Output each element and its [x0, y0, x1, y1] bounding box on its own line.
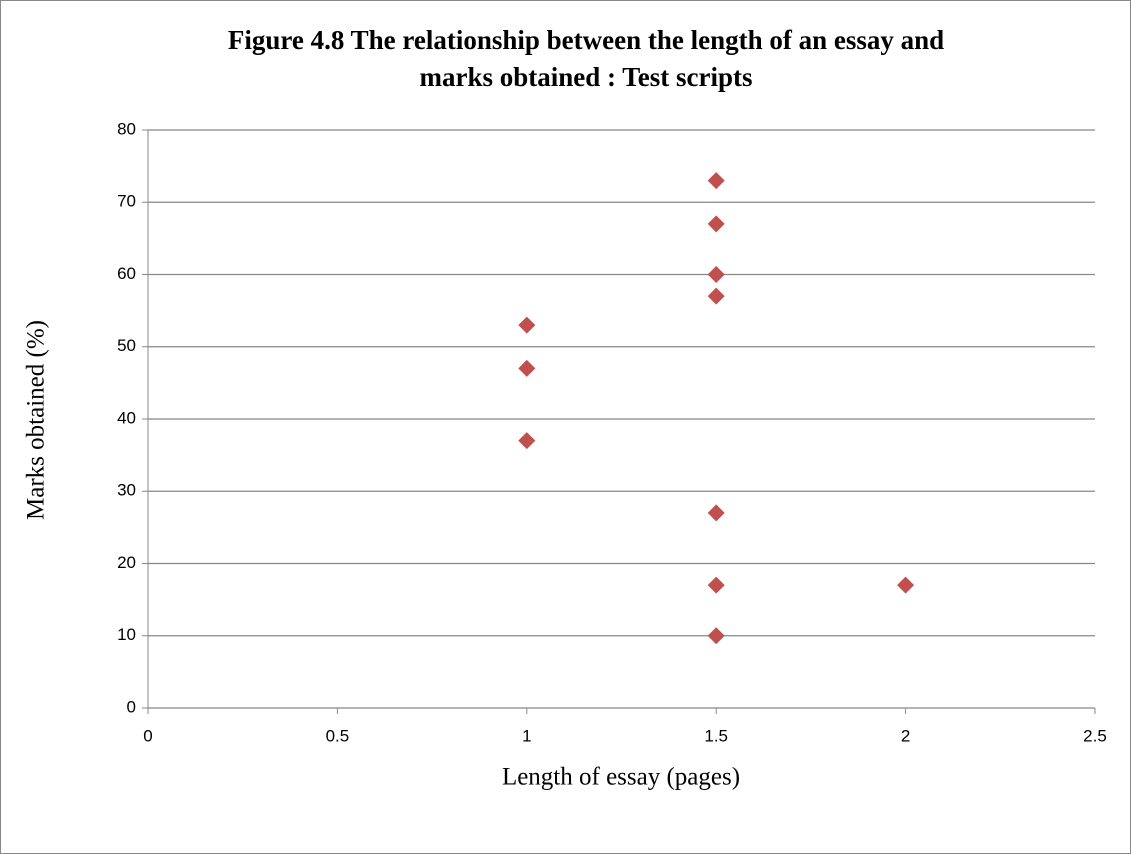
point: [518, 316, 536, 334]
point: [707, 215, 725, 233]
point: [707, 287, 725, 305]
x-tick-label: 0: [143, 726, 152, 745]
point: [707, 172, 725, 190]
y-tick-label: 20: [117, 553, 136, 572]
y-tick-label: 10: [117, 625, 136, 644]
point: [518, 359, 536, 377]
y-tick-label: 40: [117, 408, 136, 427]
y-tick-label: 70: [117, 192, 136, 211]
y-tick-label: 60: [117, 264, 136, 283]
point: [707, 504, 725, 522]
point: [518, 432, 536, 450]
chart-title: Figure 4.8 The relationship between the …: [228, 25, 944, 55]
x-axis-label: Length of essay (pages): [502, 764, 740, 791]
x-tick-label: 0.5: [326, 726, 350, 745]
point: [897, 576, 915, 594]
x-tick-label: 2.5: [1083, 726, 1107, 745]
point: [707, 266, 725, 283]
y-tick-label: 50: [117, 336, 136, 355]
x-tick-label: 1.5: [704, 726, 728, 745]
y-tick-label: 80: [117, 119, 136, 138]
point: [707, 576, 725, 594]
y-axis-label: Marks obtained (%): [23, 320, 50, 520]
x-tick-label: 2: [901, 726, 910, 745]
y-tick-label: 30: [117, 481, 136, 500]
chart-title: marks obtained : Test scripts: [419, 62, 752, 92]
point: [707, 627, 725, 645]
y-tick-label: 0: [127, 697, 136, 716]
x-tick-label: 1: [522, 726, 531, 745]
